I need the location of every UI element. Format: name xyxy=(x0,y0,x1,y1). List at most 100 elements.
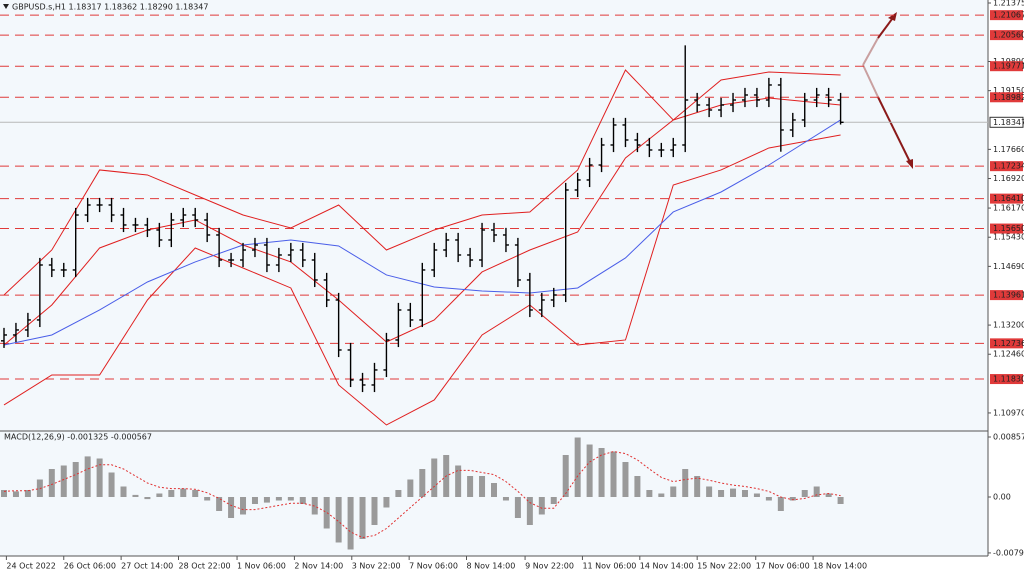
x-tick-label: 1 Nov 06:00 xyxy=(237,562,286,571)
x-tick-label: 28 Oct 22:00 xyxy=(178,562,230,571)
histogram-bar xyxy=(299,496,306,504)
level-label-box xyxy=(990,10,1023,21)
histogram-bar xyxy=(801,490,808,497)
arrow-head xyxy=(906,159,913,169)
histogram-bar xyxy=(120,486,127,497)
histogram-bar xyxy=(84,456,91,497)
x-tick-label: 14 Nov 14:00 xyxy=(640,562,694,571)
indicator-line xyxy=(3,97,841,346)
x-tick-label: 18 Nov 14:00 xyxy=(813,562,867,571)
histogram-bar xyxy=(455,465,462,497)
x-tick-label: 8 Nov 14:00 xyxy=(467,562,516,571)
histogram-bar xyxy=(837,496,844,504)
current-price-box xyxy=(989,116,1024,128)
signal-line xyxy=(3,450,841,539)
histogram-bar xyxy=(347,496,354,550)
x-tick-label: 26 Oct 06:00 xyxy=(64,562,116,571)
histogram-bar xyxy=(287,496,294,501)
histogram-bar xyxy=(813,486,820,497)
arrow-head xyxy=(888,12,897,21)
histogram-bar xyxy=(156,493,163,497)
histogram-bar xyxy=(825,493,832,497)
histogram-bar xyxy=(765,496,772,501)
macd-title: MACD(12,26,9) -0.001325 -0.000567 xyxy=(4,433,152,442)
level-label: 1.19771 xyxy=(993,62,1024,71)
histogram-bar xyxy=(634,476,641,497)
level-label: 1.17234 xyxy=(993,162,1024,171)
x-tick-label: 24 Oct 2022 xyxy=(6,562,55,571)
histogram-bar xyxy=(96,458,103,497)
histogram-bar xyxy=(514,496,521,518)
y-tick-label: 1.16920 xyxy=(993,174,1024,183)
level-label-box xyxy=(990,223,1023,234)
level-label: 1.13961 xyxy=(993,291,1024,300)
histogram-bar xyxy=(275,496,282,501)
plot-background xyxy=(0,0,988,556)
level-label-box xyxy=(990,338,1023,349)
histogram-bar xyxy=(371,496,378,525)
histogram-bar xyxy=(550,496,557,504)
level-label-box xyxy=(990,374,1023,385)
histogram-bar xyxy=(718,490,725,497)
histogram-bar xyxy=(1,490,7,497)
histogram-bar xyxy=(598,448,605,497)
histogram-bar xyxy=(491,483,497,497)
histogram-bar xyxy=(706,486,713,497)
y-tick-label: 1.14690 xyxy=(993,262,1024,271)
arrow-up-start xyxy=(862,37,879,66)
histogram-bar xyxy=(502,496,509,501)
histogram-bar xyxy=(730,488,737,497)
y-tick-label: 1.15430 xyxy=(993,233,1024,242)
indicator-line xyxy=(3,69,841,296)
x-tick-label: 17 Nov 06:00 xyxy=(756,562,810,571)
histogram-bar xyxy=(240,496,247,515)
histogram-bar xyxy=(323,496,330,529)
histogram-bar xyxy=(646,490,653,497)
arrow-down-start xyxy=(862,64,879,98)
chart-title: GBPUSD.s,H1 1.18317 1.18362 1.18290 1.18… xyxy=(12,3,208,12)
histogram-bar xyxy=(586,444,593,497)
histogram-bar xyxy=(108,472,115,497)
x-tick-label: 2 Nov 14:00 xyxy=(294,562,343,571)
forecast-arrows xyxy=(862,12,913,169)
y-tick-label: 0.008572 xyxy=(993,433,1024,442)
histogram-bar xyxy=(741,490,748,497)
x-tick-label: 3 Nov 22:00 xyxy=(352,562,401,571)
indicator-line xyxy=(3,119,841,346)
x-tick-label: 15 Nov 22:00 xyxy=(697,562,751,571)
level-label: 1.16410 xyxy=(993,194,1024,203)
histogram-bar xyxy=(251,496,258,504)
histogram-bar xyxy=(622,462,629,497)
menu-triangle xyxy=(3,4,9,9)
histogram-bar xyxy=(562,455,569,497)
level-label: 1.15650 xyxy=(993,224,1024,233)
level-label: 1.21067 xyxy=(993,11,1024,20)
x-tick-label: 11 Nov 06:00 xyxy=(582,562,636,571)
level-label-box xyxy=(990,92,1023,103)
histogram-bar xyxy=(12,491,19,497)
histogram-bar xyxy=(132,494,139,497)
histogram-bar xyxy=(526,496,533,525)
level-label: 1.11830 xyxy=(993,375,1024,384)
histogram-bar xyxy=(777,496,784,511)
y-tick-label: -0.007991 xyxy=(993,548,1024,557)
histogram-bar xyxy=(658,493,665,497)
histogram-bar xyxy=(419,469,426,497)
y-tick-label: 1.21375 xyxy=(993,0,1024,7)
x-tick-label: 7 Nov 06:00 xyxy=(409,562,458,571)
level-label-box xyxy=(990,193,1023,204)
y-tick-label: 1.16170 xyxy=(993,204,1024,213)
histogram-bar xyxy=(395,490,402,497)
histogram-bar xyxy=(168,490,175,497)
histogram-bar xyxy=(694,476,701,497)
histogram-bar xyxy=(72,462,79,497)
level-label-box xyxy=(990,61,1023,72)
histogram-bar xyxy=(24,490,31,497)
level-label-box xyxy=(990,290,1023,301)
histogram-bar xyxy=(670,486,677,497)
y-tick-label: 1.19150 xyxy=(993,86,1024,95)
y-tick-label: 1.17660 xyxy=(993,145,1024,154)
level-label: 1.12736 xyxy=(993,339,1024,348)
histogram-bar xyxy=(538,496,545,515)
level-label-box xyxy=(990,30,1023,41)
